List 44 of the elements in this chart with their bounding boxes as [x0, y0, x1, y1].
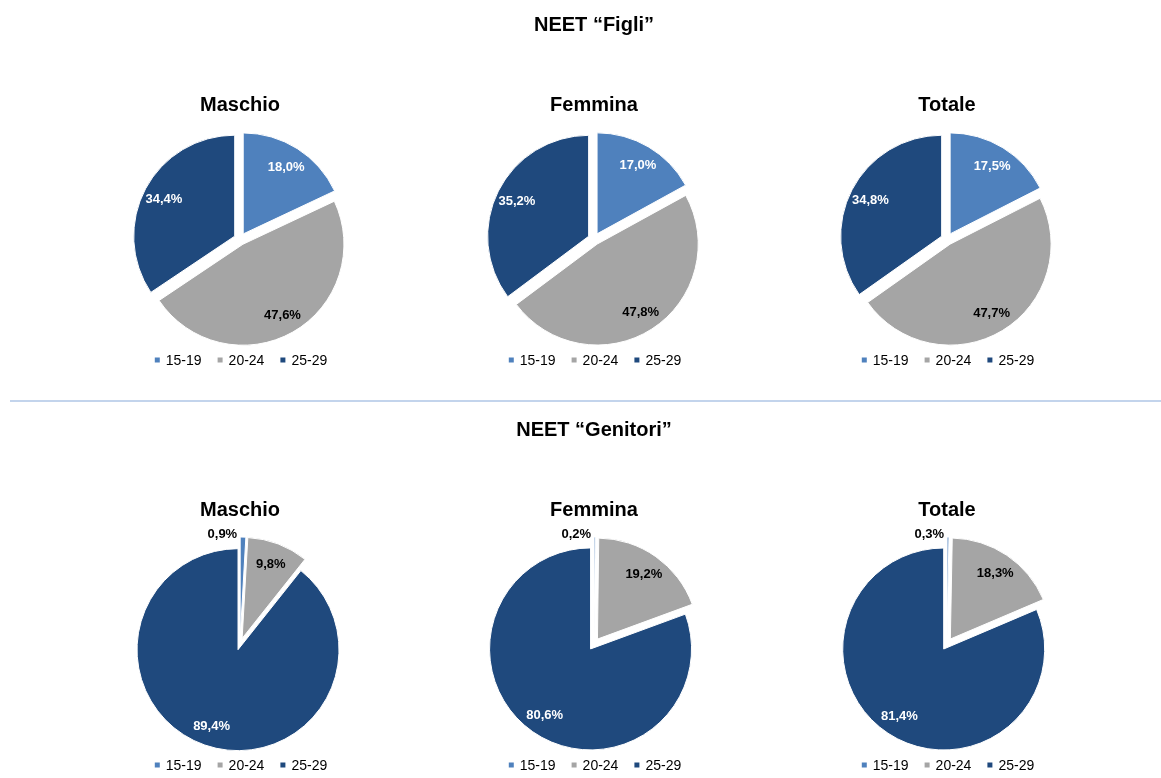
legend-label: 15-19: [519, 757, 556, 773]
legend-label: 25-29: [645, 352, 682, 368]
data-label: 34,4%: [145, 190, 183, 206]
data-label: 47,6%: [264, 306, 302, 322]
data-label: 80,6%: [526, 707, 564, 723]
text: NEET “Genitori”: [516, 418, 672, 440]
legend-label: 20-24: [582, 352, 619, 368]
data-label: 18,3%: [976, 565, 1015, 581]
legend-label: 20-24: [935, 352, 972, 368]
chart-title: Femmina: [550, 498, 639, 520]
legend-label: 25-29: [291, 352, 328, 368]
legend-label: 20-24: [935, 757, 972, 773]
chart-title: Totale: [918, 498, 976, 520]
chart-title: Maschio: [199, 498, 281, 520]
legend-label: 25-29: [291, 757, 328, 773]
legend-label: 15-19: [165, 757, 202, 773]
legend-label: 15-19: [872, 352, 909, 368]
legend-label: 15-19: [165, 352, 202, 368]
legend-label: 20-24: [228, 352, 265, 368]
legend-label: 25-29: [998, 757, 1035, 773]
data-label: 17,0%: [619, 157, 657, 173]
chart-title: Femmina: [550, 93, 639, 115]
data-label: 17,5%: [973, 157, 1011, 173]
data-label: 18,0%: [267, 158, 306, 174]
data-label: 19,2%: [625, 566, 663, 582]
legend-label: 25-29: [645, 757, 682, 773]
data-label: 81,4%: [880, 708, 919, 724]
data-label: 0,3%: [914, 526, 945, 541]
data-label: 47,8%: [622, 304, 660, 320]
data-label: 89,4%: [193, 717, 231, 733]
legend-label: 20-24: [582, 757, 619, 773]
legend-label: 15-19: [872, 757, 909, 773]
legend-label: 20-24: [228, 757, 265, 773]
data-label: 9,8%: [255, 555, 286, 571]
data-label: 0,2%: [561, 526, 592, 541]
data-label: 35,2%: [498, 192, 536, 208]
chart-title: Totale: [918, 93, 976, 115]
data-label: 34,8%: [851, 191, 890, 207]
legend-label: 25-29: [998, 352, 1035, 368]
data-label: 47,7%: [973, 305, 1011, 321]
text: NEET “Figli”: [534, 13, 654, 35]
chart-title: Maschio: [199, 93, 281, 115]
data-label: 0,9%: [207, 526, 238, 541]
legend-label: 15-19: [519, 352, 556, 368]
